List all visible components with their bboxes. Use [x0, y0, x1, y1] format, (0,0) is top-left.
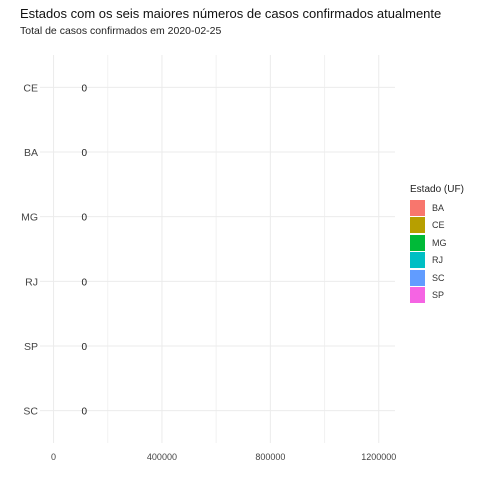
x-tick-label: 1200000 [361, 452, 396, 462]
chart-subtitle: Total de casos confirmados em 2020-02-25 [20, 25, 222, 37]
legend-key-swatch [410, 252, 425, 269]
legend-key-swatch [410, 199, 425, 216]
value-label: 0 [82, 407, 88, 418]
y-tick-label: CE [23, 82, 38, 94]
y-tick-label: SP [24, 341, 38, 353]
legend-key-swatch [410, 217, 425, 234]
y-axis-labels: CE BA MG RJ SP SC [21, 82, 38, 417]
value-label: 0 [82, 83, 88, 94]
legend-items: BA CE MG RJ SC SP [410, 199, 464, 304]
legend-item: SP [410, 287, 464, 305]
y-tick-label: BA [24, 147, 38, 159]
x-tick-label: 800000 [255, 452, 285, 462]
legend-key-swatch [410, 287, 425, 304]
y-tick-label: RJ [25, 276, 38, 288]
y-tick-label: SC [23, 406, 38, 418]
x-tick-label: 400000 [147, 452, 177, 462]
legend-label: MG [432, 237, 447, 248]
legend-item: RJ [410, 252, 464, 270]
grid [40, 55, 395, 443]
legend-key-swatch [410, 269, 425, 286]
legend: Estado (UF) BA CE MG RJ SC SP [410, 184, 464, 304]
x-tick-label: 0 [51, 452, 56, 462]
value-label: 0 [82, 213, 88, 224]
value-label: 0 [82, 148, 88, 159]
legend-item: BA [410, 199, 464, 217]
chart-title: Estados com os seis maiores números de c… [20, 6, 442, 21]
legend-label: BA [432, 202, 445, 213]
legend-item: SC [410, 269, 464, 287]
legend-title: Estado (UF) [410, 184, 464, 195]
legend-item: CE [410, 217, 464, 235]
x-axis-labels: 0 400000 800000 1200000 [51, 452, 396, 462]
y-tick-label: MG [21, 212, 38, 224]
legend-label: SP [432, 290, 445, 301]
legend-label: RJ [432, 255, 443, 266]
legend-label: CE [432, 220, 445, 231]
legend-label: SC [432, 272, 445, 283]
value-labels: 0 0 0 0 0 0 [82, 83, 88, 417]
legend-item: MG [410, 234, 464, 252]
value-label: 0 [82, 277, 88, 288]
legend-key-swatch [410, 234, 425, 251]
value-label: 0 [82, 342, 88, 353]
